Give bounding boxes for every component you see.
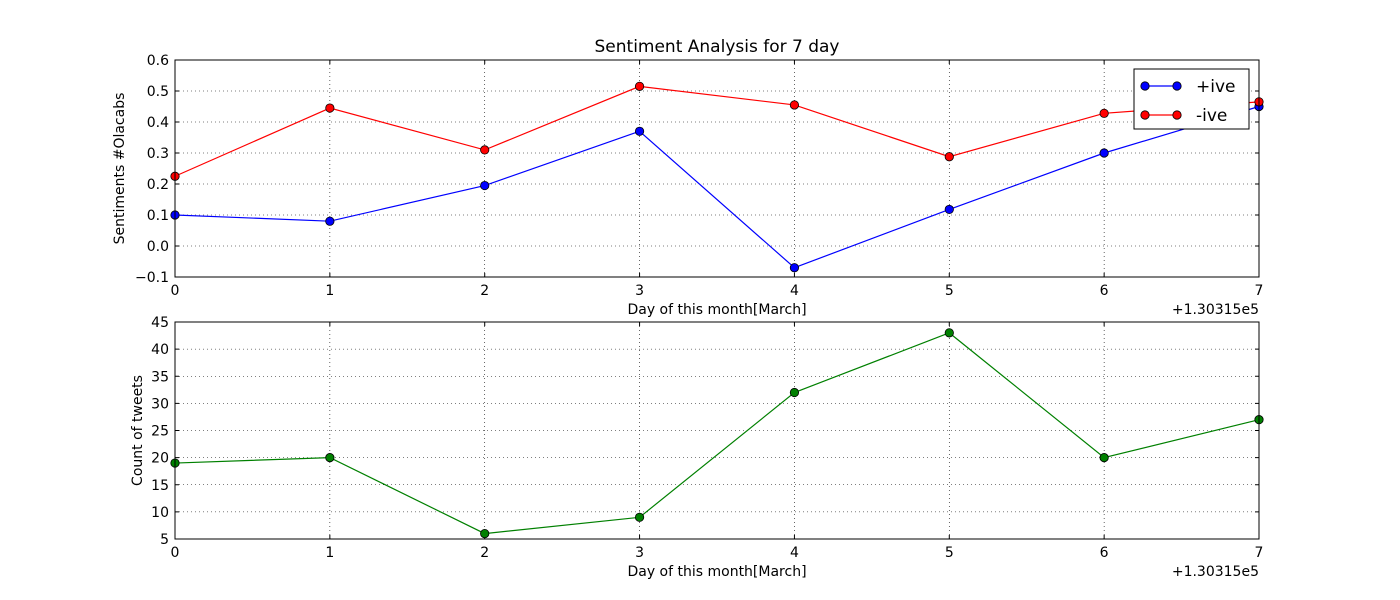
chart0-y-tick-label: 0.5 bbox=[147, 84, 169, 100]
chart0-legend-marker-0 bbox=[1172, 81, 1182, 91]
chart1-series-0-point bbox=[789, 387, 800, 398]
chart1-y-tick-label: 15 bbox=[151, 478, 169, 494]
chart0-series-0-point bbox=[634, 126, 645, 136]
chart0-series-0-line bbox=[174, 105, 1260, 269]
chart0-x-axis-label: Day of this month[March] bbox=[627, 302, 806, 318]
chart1-x-tick-label: 4 bbox=[790, 545, 799, 561]
chart0-axes-frame bbox=[174, 59, 1260, 278]
chart0-x-tick-label: 6 bbox=[1100, 283, 1109, 299]
chart1-x-tick-label: 0 bbox=[171, 545, 180, 561]
chart0-series-1-point bbox=[480, 145, 490, 155]
chart0-series-0-point bbox=[789, 263, 800, 273]
chart0-series-1-point bbox=[634, 81, 645, 91]
chart0-y-tick-label: 0.6 bbox=[147, 53, 169, 69]
chart1-y-tick-label: 25 bbox=[151, 424, 169, 440]
chart1-y-tick-label: 30 bbox=[151, 396, 169, 412]
chart1-series-0-point bbox=[944, 328, 954, 338]
chart0-legend-label-0: +ive bbox=[1196, 77, 1236, 97]
chart0-legend-marker-1 bbox=[1172, 110, 1182, 120]
chart0-y-axis-label: Sentiments #Olacabs bbox=[112, 93, 128, 245]
chart0-series-1-point bbox=[1099, 108, 1109, 118]
chart1-x-tick-label: 6 bbox=[1100, 545, 1109, 561]
chart1-y-tick-label: 40 bbox=[151, 342, 169, 358]
chart1-y-tick-label: 20 bbox=[151, 451, 169, 467]
chart0-x-tick-label: 5 bbox=[945, 283, 954, 299]
chart1-x-tick-label: 1 bbox=[325, 545, 334, 561]
chart1-y-tick-label: 10 bbox=[151, 505, 169, 521]
chart1-x-tick-label: 5 bbox=[945, 545, 954, 561]
chart0-series-0-point bbox=[480, 180, 490, 191]
chart1-y-tick-label: 35 bbox=[151, 369, 169, 385]
chart0-series-1-point bbox=[944, 152, 954, 162]
chart1-y-tick-label: 5 bbox=[160, 532, 169, 548]
chart0-y-tick-label: 0.3 bbox=[147, 146, 169, 162]
chart1-x-tick-label: 2 bbox=[480, 545, 489, 561]
chart0-x-tick-label: 7 bbox=[1255, 283, 1264, 299]
chart1-series-0-point bbox=[1099, 453, 1109, 463]
chart0-x-tick-label: 3 bbox=[635, 283, 644, 299]
chart0-x-tick-label: 1 bbox=[325, 283, 334, 299]
chart0-series-1-point bbox=[789, 100, 800, 110]
chart0-series-0-point bbox=[944, 204, 954, 215]
chart0-legend-marker-1 bbox=[1140, 110, 1150, 120]
chart0-y-tick-label: 0.4 bbox=[147, 115, 169, 131]
chart1-series-0-point bbox=[634, 512, 645, 522]
chart0-legend-marker-0 bbox=[1140, 81, 1150, 91]
chart0-series-1-line bbox=[174, 85, 1260, 177]
chart0-y-tick-label: 0.1 bbox=[147, 208, 169, 224]
chart0-x-offset-label: +1.30315e5 bbox=[1172, 302, 1259, 318]
chart0-x-tick-label: 2 bbox=[480, 283, 489, 299]
chart0-legend-box bbox=[1133, 68, 1250, 130]
chart1-x-tick-label: 7 bbox=[1255, 545, 1264, 561]
chart0-series-1-point bbox=[325, 103, 335, 113]
chart1-x-tick-label: 3 bbox=[635, 545, 644, 561]
chart1-axes-frame bbox=[174, 321, 1260, 540]
chart0-x-tick-label: 0 bbox=[171, 283, 180, 299]
chart0-title: Sentiment Analysis for 7 day bbox=[595, 37, 840, 57]
chart0-y-tick-label: −0.1 bbox=[135, 270, 169, 286]
chart1-y-tick-label: 45 bbox=[151, 315, 169, 331]
chart1-x-axis-label: Day of this month[March] bbox=[627, 564, 806, 580]
chart0-x-tick-label: 4 bbox=[790, 283, 799, 299]
chart0-series-0-point bbox=[1099, 148, 1109, 158]
chart0-y-tick-label: 0.2 bbox=[147, 177, 169, 193]
chart1-series-0-point bbox=[325, 453, 335, 463]
chart0-legend-label-1: -ive bbox=[1196, 106, 1227, 126]
chart0-series-0-point bbox=[325, 216, 335, 226]
chart0-y-tick-label: 0.0 bbox=[147, 239, 169, 255]
chart1-series-0-point bbox=[480, 528, 490, 539]
chart1-series-0-line bbox=[174, 332, 1260, 535]
chart1-x-offset-label: +1.30315e5 bbox=[1172, 564, 1259, 580]
chart1-y-axis-label: Count of tweets bbox=[130, 375, 146, 486]
